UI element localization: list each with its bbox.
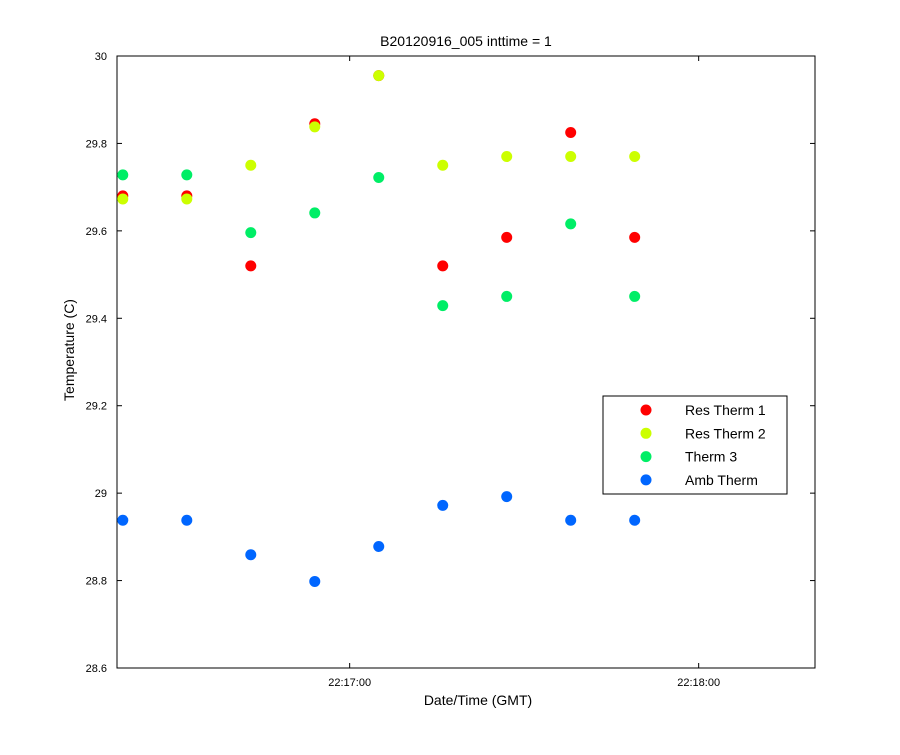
data-point-series-1 [501, 231, 513, 243]
x-axis: 22:17:00 22:18:00 [328, 56, 720, 689]
data-point-series-1 [437, 260, 449, 272]
legend-label: Therm 3 [685, 449, 737, 465]
legend-label: Res Therm 1 [685, 402, 766, 418]
legend-marker [640, 474, 652, 486]
data-point-series-3 [181, 169, 193, 181]
data-point-series-3 [565, 218, 577, 230]
x-tick-label: 22:17:00 [328, 677, 371, 689]
data-point-series-2 [501, 151, 513, 163]
y-axis: 28.6 28.8 29 29.2 29.4 29.6 29.8 30 [86, 51, 815, 675]
y-tick-label: 29.4 [86, 313, 107, 325]
y-tick-label: 28.8 [86, 576, 107, 588]
x-tick-label: 22:18:00 [677, 677, 720, 689]
y-tick-label: 29.6 [86, 226, 107, 238]
legend-label: Amb Therm [685, 472, 758, 488]
data-point-series-3 [629, 290, 641, 302]
y-axis-label: Temperature (C) [61, 299, 77, 401]
data-point-series-2 [245, 159, 257, 171]
data-point-series-2 [565, 151, 577, 163]
data-point-series-4 [373, 540, 385, 552]
data-point-series-2 [181, 193, 193, 205]
data-point-series-4 [437, 499, 449, 511]
plot-area [116, 55, 816, 669]
data-points [117, 70, 641, 587]
legend-label: Res Therm 2 [685, 425, 766, 441]
data-point-series-3 [437, 300, 449, 312]
data-point-series-2 [629, 151, 641, 163]
data-point-series-3 [501, 290, 513, 302]
data-point-series-4 [309, 575, 321, 587]
y-tick-label: 28.6 [86, 663, 107, 675]
data-point-series-1 [565, 127, 577, 138]
data-point-series-4 [117, 514, 129, 526]
legend-box [602, 395, 788, 495]
legend: Res Therm 1 Res Therm 2 Therm 3 Amb Therm [602, 395, 788, 495]
y-tick-label: 29.2 [86, 401, 107, 413]
y-tick-label: 29.8 [86, 138, 107, 150]
data-point-series-2 [117, 193, 129, 205]
data-point-series-4 [501, 491, 513, 503]
data-point-series-4 [181, 514, 193, 526]
data-point-series-4 [629, 514, 641, 526]
y-tick-label: 29 [95, 488, 107, 500]
chart-title: B20120916_005 inttime = 1 [380, 33, 552, 49]
data-point-series-1 [629, 231, 641, 243]
data-point-series-3 [117, 169, 129, 181]
data-point-series-1 [245, 260, 257, 272]
data-point-series-3 [309, 207, 321, 219]
data-point-series-3 [373, 172, 385, 184]
legend-marker [640, 451, 652, 463]
legend-marker [640, 404, 652, 416]
data-point-series-2 [309, 121, 321, 133]
data-point-series-4 [565, 514, 577, 526]
data-point-series-3 [245, 227, 257, 239]
data-point-series-2 [437, 159, 449, 171]
y-tick-label: 30 [95, 51, 107, 63]
data-point-series-2 [373, 70, 385, 82]
x-axis-label: Date/Time (GMT) [424, 692, 532, 708]
data-point-series-4 [245, 549, 257, 561]
legend-marker [640, 427, 652, 439]
